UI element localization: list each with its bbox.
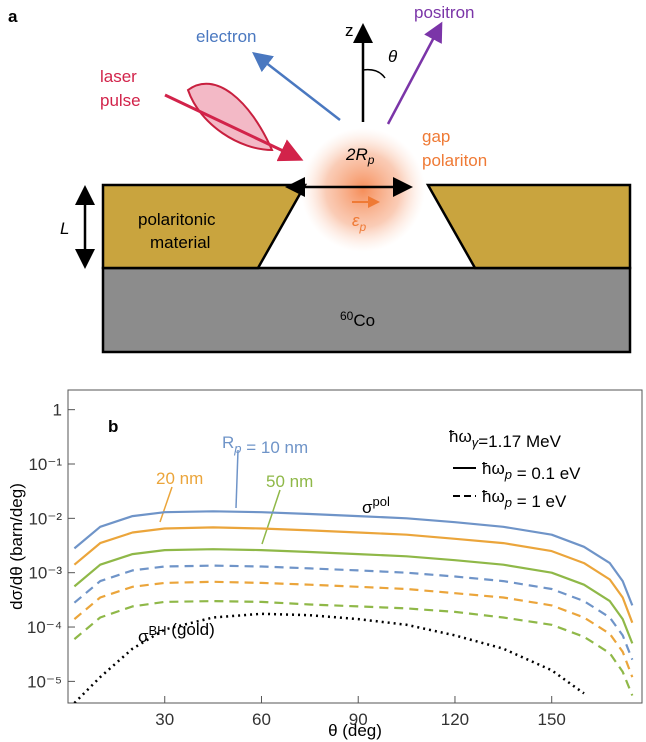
laser-label: pulse: [100, 91, 141, 110]
series-line: [74, 511, 632, 605]
text-part: =1.17 MeV: [478, 432, 561, 451]
text-part: = 0.1 eV: [512, 464, 581, 483]
text-part: ħω: [449, 427, 472, 446]
text-part: σ: [138, 627, 149, 646]
angle-label: θ: [388, 47, 398, 66]
gap-label: polariton: [422, 151, 487, 170]
electron-label: electron: [196, 27, 256, 46]
subscript: p: [504, 495, 512, 510]
substrate: [103, 268, 630, 352]
annotation: Rp = 10 nm: [222, 433, 308, 457]
x-tick-label: 60: [252, 710, 271, 729]
panel-a: a 2Rp εp z θ positron electron laser pul…: [8, 3, 630, 352]
positron-label: positron: [414, 3, 474, 22]
pointer: [160, 487, 172, 522]
diameter-sub: p: [367, 153, 375, 167]
series-line: [74, 527, 632, 622]
y-axis-label: dσ/dθ (barn/deg): [7, 483, 26, 610]
laser-label: laser: [100, 67, 137, 86]
subscript: p: [233, 441, 241, 456]
legend-entry: ħωp = 1 eV: [482, 487, 567, 511]
superscript: pol: [373, 494, 390, 509]
material-right: [428, 185, 630, 268]
gap-label: gap: [422, 127, 450, 146]
text-part: R: [222, 433, 234, 452]
text-part: = 10 nm: [242, 438, 309, 457]
y-tick-label: 10⁻²: [28, 509, 62, 528]
y-tick-label: 10⁻⁴: [27, 618, 62, 637]
x-tick-label: 30: [155, 710, 174, 729]
annotation: ħωγ=1.17 MeV: [449, 427, 562, 451]
pointer: [262, 490, 280, 544]
x-axis-label: θ (deg): [328, 721, 382, 740]
substrate-sup: 60: [340, 309, 354, 323]
substrate-main: Co: [353, 311, 375, 330]
annotation: 20 nm: [156, 469, 203, 488]
field-sub: p: [358, 220, 366, 234]
text-part: ħω: [482, 487, 505, 506]
series-line: [74, 601, 632, 695]
pointer: [236, 450, 238, 508]
material-label: material: [150, 233, 210, 252]
positron-arrow: [388, 26, 440, 124]
x-tick-label: 120: [441, 710, 469, 729]
text-part: ħω: [482, 459, 505, 478]
text-part: 50 nm: [266, 472, 313, 491]
thickness-label: L: [60, 219, 69, 238]
material-label: polaritonic: [138, 210, 216, 229]
text-part: (gold): [167, 620, 215, 639]
plot-area: [74, 511, 632, 703]
annotation: σpol: [362, 494, 390, 517]
subscript: p: [504, 467, 512, 482]
y-tick-label: 10⁻¹: [28, 455, 62, 474]
panel-label: a: [8, 7, 18, 26]
figure: a 2Rp εp z θ positron electron laser pul…: [0, 0, 646, 742]
angle-arc: [363, 70, 385, 78]
y-tick-label: 10⁻⁵: [27, 672, 62, 691]
superscript: BH: [149, 623, 167, 638]
text-part: σ: [362, 498, 373, 517]
annotation: σBH (gold): [138, 620, 215, 646]
diameter-main: 2R: [345, 145, 368, 164]
legend-entry: ħωp = 0.1 eV: [482, 459, 581, 483]
z-label: z: [345, 21, 354, 40]
series-line: [74, 566, 632, 660]
text-part: = 1 eV: [512, 492, 567, 511]
y-tick-label: 1: [53, 401, 62, 420]
y-tick-label: 10⁻³: [28, 564, 62, 583]
electron-arrow: [256, 55, 340, 120]
x-tick-label: 150: [538, 710, 566, 729]
text-part: 20 nm: [156, 469, 203, 488]
panel-label: b: [108, 417, 118, 436]
annotation: 50 nm: [266, 472, 313, 491]
